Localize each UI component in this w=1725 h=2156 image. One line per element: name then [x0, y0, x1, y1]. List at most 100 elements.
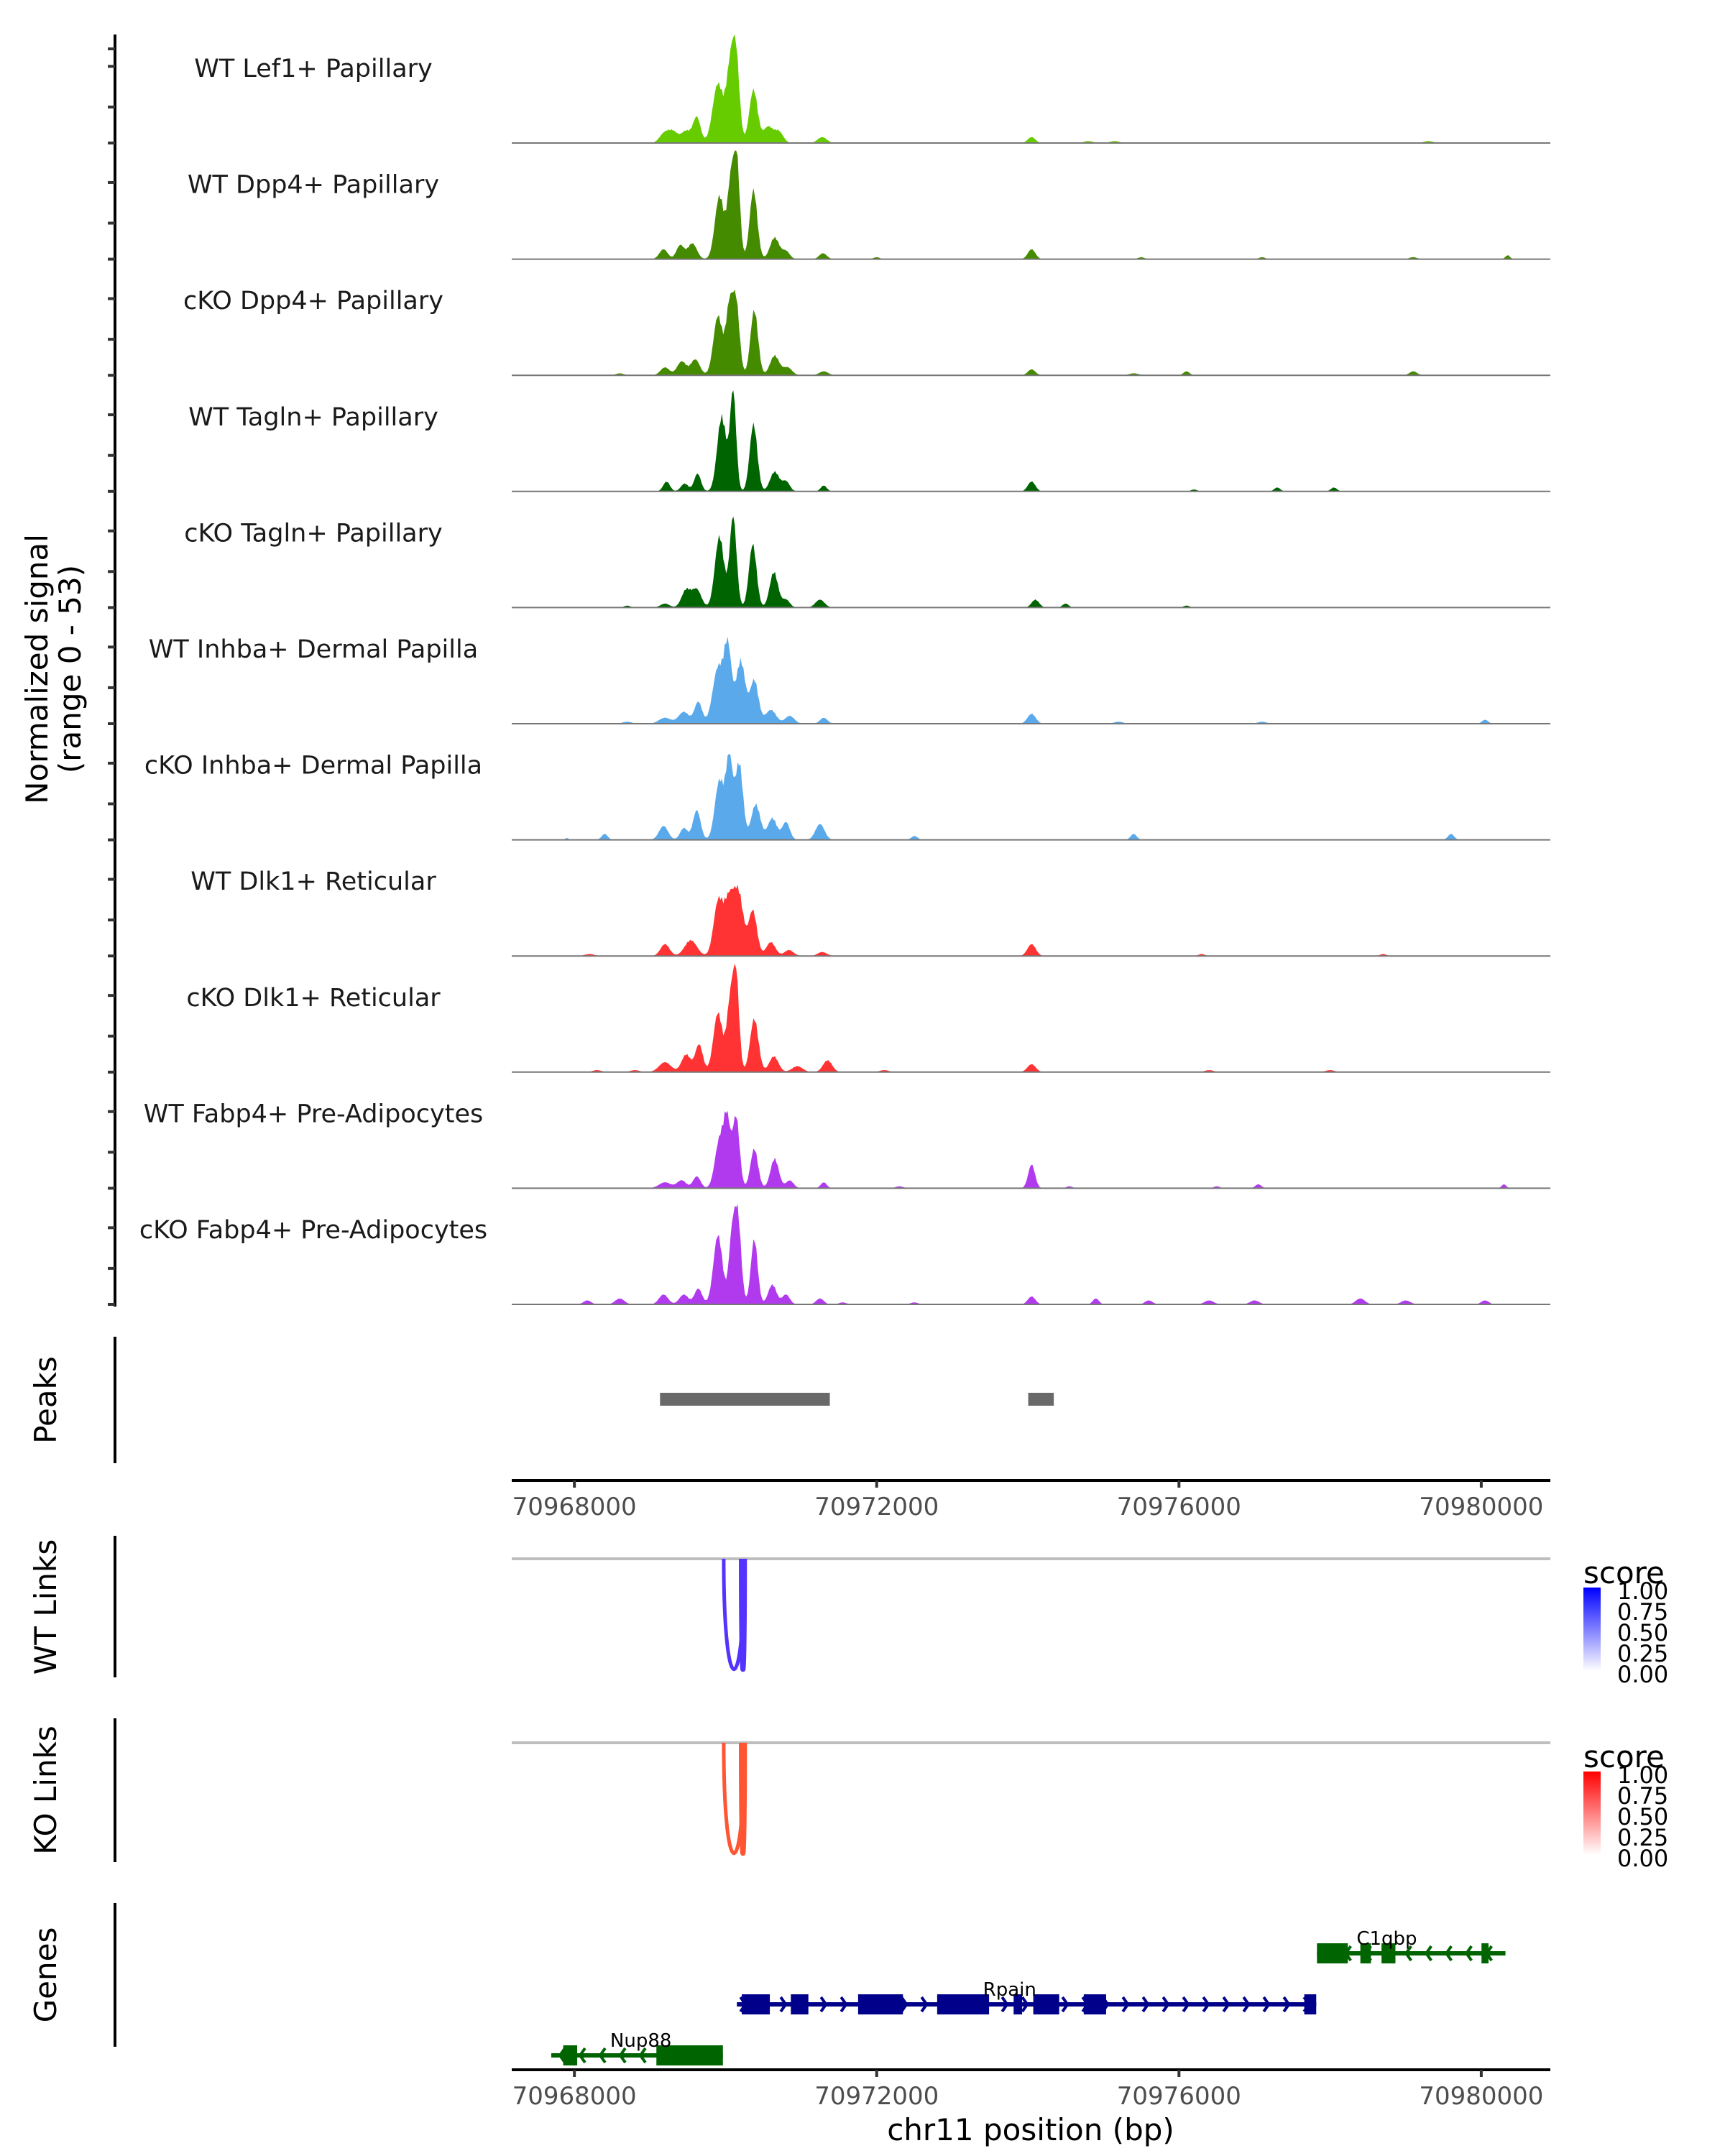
track-label: cKO Tagln+ Papillary — [184, 519, 443, 548]
wt-legend-tick-4: 0.25 — [1617, 1640, 1668, 1667]
wt-links-panel-label: WT Links — [28, 1539, 63, 1674]
link-arc — [739, 1558, 748, 1672]
strand-arrow-icon — [900, 1996, 908, 2013]
gene-exon — [1013, 1994, 1023, 2014]
gene-exon — [857, 1994, 903, 2014]
peak-region — [660, 1393, 830, 1406]
track-label: WT Fabp4+ Pre-Adipocytes — [144, 1100, 483, 1128]
peaks-panel-label: Peaks — [28, 1356, 63, 1444]
strand-arrow-icon — [1061, 1996, 1070, 2013]
x-axis-bottom-tick-label: 70980000 — [1419, 2082, 1543, 2111]
genes-panel-label: Genes — [28, 1927, 63, 2023]
strand-arrow-icon — [1182, 1996, 1190, 2013]
peak-region — [1028, 1393, 1054, 1406]
gene-label: Rpain — [983, 1979, 1036, 2001]
strand-arrow-icon — [1464, 1945, 1473, 1962]
x-axis-top-tick-label: 70980000 — [1419, 1493, 1543, 1521]
gene-models: C1qbp Rpain Nup88 — [551, 1928, 1506, 2065]
x-axis-bottom-tick-label: 70972000 — [814, 2082, 939, 2111]
peak-regions — [660, 1393, 1054, 1406]
strand-arrow-icon — [578, 2047, 586, 2064]
gene-exon — [563, 2045, 578, 2065]
wt-legend-colorbar — [1583, 1588, 1601, 1671]
strand-arrow-icon — [779, 1996, 788, 2013]
x-axis-bottom: 70968000 70972000 70976000 70980000 — [512, 2068, 1550, 2111]
coverage-area-10 — [513, 1204, 1549, 1304]
x-axis-top-tick-label: 70972000 — [814, 1493, 939, 1521]
wt-legend-tick-5: 0.00 — [1617, 1661, 1668, 1688]
strand-arrow-icon — [1424, 1945, 1432, 1962]
gene-exon — [1360, 1943, 1371, 1963]
coverage-ylabel-line1: Normalized signal — [19, 534, 55, 804]
coverage-ylabel-line2: (range 0 - 53) — [52, 565, 88, 773]
ko-legend-tick-2: 0.75 — [1617, 1782, 1668, 1810]
links-panels: WT Links KO Links score 1.00 0.75 0.50 0… — [28, 1536, 1668, 1872]
track-label: cKO Fabp4+ Pre-Adipocytes — [139, 1216, 487, 1245]
strand-arrow-icon — [1202, 1996, 1210, 2013]
ko-links-legend: score 1.00 0.75 0.50 0.25 0.00 — [1583, 1739, 1668, 1872]
coverage-panel: Normalized signal (range 0 - 53) WT Lef1… — [19, 34, 1550, 1307]
coverage-area-2 — [513, 289, 1549, 376]
ko-legend-tick-3: 0.50 — [1617, 1803, 1668, 1830]
track-label: cKO Inhba+ Dermal Papilla — [144, 752, 482, 780]
x-axis-top-tick-label: 70976000 — [1117, 1493, 1241, 1521]
gene-exon — [1381, 1943, 1396, 1963]
strand-arrow-icon — [1021, 1996, 1029, 2013]
wt-legend-tick-2: 0.75 — [1617, 1598, 1668, 1626]
strand-arrow-icon — [1222, 1996, 1230, 2013]
gene-exon — [937, 1994, 990, 2014]
track-label: WT Tagln+ Papillary — [188, 403, 438, 432]
gene-exon — [656, 2045, 723, 2065]
wt-legend-title: score — [1583, 1555, 1665, 1590]
coverage-area-0 — [513, 34, 1549, 143]
link-arc — [739, 1742, 748, 1856]
gene-exon — [1317, 1943, 1348, 1963]
strand-arrow-icon — [819, 1996, 828, 2013]
coverage-area-3 — [513, 390, 1549, 492]
link-arcs — [512, 1557, 1550, 1856]
strand-arrow-icon — [1444, 1945, 1453, 1962]
strand-arrow-icon — [598, 2047, 607, 2064]
strand-arrow-icon — [1282, 1996, 1291, 2013]
gene-label: Nup88 — [610, 2030, 672, 2052]
strand-arrow-icon — [1404, 1945, 1412, 1962]
strand-arrow-icon — [1162, 1996, 1170, 2013]
strand-arrow-icon — [1262, 1996, 1271, 2013]
coverage-area-7 — [513, 885, 1549, 957]
track-label: WT Dlk1+ Reticular — [190, 867, 436, 896]
track-label: WT Dpp4+ Papillary — [188, 171, 439, 200]
x-axis-bottom-tick-label: 70968000 — [512, 2082, 637, 2111]
strand-arrow-icon — [1000, 1996, 1009, 2013]
coverage-area-6 — [513, 753, 1549, 840]
gene-exon — [1481, 1943, 1489, 1963]
ko-legend-tick-1: 1.00 — [1617, 1761, 1668, 1789]
wt-links-legend: score 1.00 0.75 0.50 0.25 0.00 — [1583, 1555, 1668, 1688]
ko-links-panel-label: KO Links — [28, 1726, 63, 1855]
strand-arrow-icon — [1121, 1996, 1130, 2013]
x-axis-bottom-tick-label: 70976000 — [1117, 2082, 1241, 2111]
peaks-panel: Peaks 70968000 70972000 70976000 70980000 — [28, 1337, 1550, 1521]
coverage-area-4 — [513, 516, 1549, 608]
track-label: WT Lef1+ Papillary — [194, 55, 433, 83]
gene-exon — [791, 1994, 809, 2014]
x-axis-top: 70968000 70972000 70976000 70980000 — [512, 1479, 1550, 1521]
coverage-area-1 — [513, 150, 1549, 259]
strand-arrow-icon — [638, 2047, 647, 2064]
x-axis-title: chr11 position (bp) — [887, 2112, 1174, 2147]
track-label: cKO Dpp4+ Papillary — [183, 287, 443, 315]
ko-legend-tick-4: 0.25 — [1617, 1824, 1668, 1851]
coverage-area-5 — [513, 636, 1549, 724]
coverage-area-8 — [513, 963, 1549, 1072]
coverage-y-ticks — [108, 47, 115, 1306]
strand-arrow-icon — [920, 1996, 929, 2013]
track-label: WT Inhba+ Dermal Papilla — [149, 635, 478, 664]
track-label: cKO Dlk1+ Reticular — [186, 984, 441, 1013]
coverage-tracks: WT Lef1+ Papillary WT Dpp4+ Papillary cKO … — [139, 34, 1550, 1305]
gene-exon — [742, 1994, 770, 2014]
coverage-area-9 — [513, 1110, 1549, 1189]
ko-legend-tick-5: 0.00 — [1617, 1845, 1668, 1872]
gene-label: C1qbp — [1356, 1928, 1417, 1950]
wt-legend-tick-3: 0.50 — [1617, 1619, 1668, 1646]
